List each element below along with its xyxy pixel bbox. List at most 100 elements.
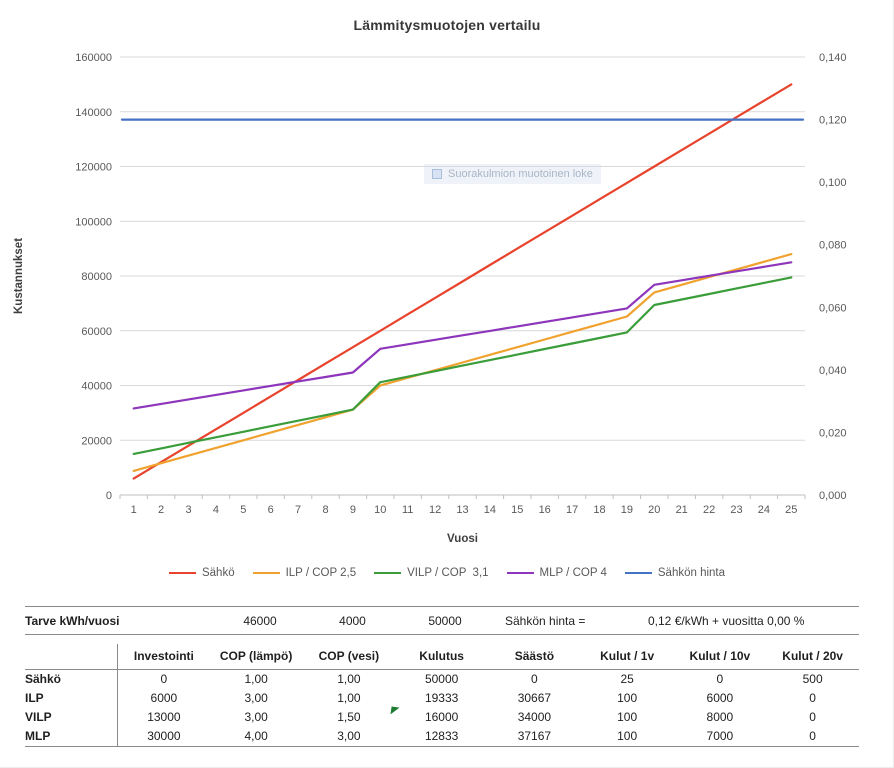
cell[interactable]: 1,00 xyxy=(244,672,268,686)
cell[interactable]: 6000 xyxy=(706,691,734,705)
cell[interactable]: 100 xyxy=(617,729,638,743)
cell[interactable]: 1,00 xyxy=(337,691,361,705)
cell[interactable]: 0 xyxy=(809,729,816,743)
price-value[interactable]: 0,12 €/kWh + vuositta 0,00 % xyxy=(648,613,805,628)
legend-swatch xyxy=(374,572,402,574)
line-chart[interactable]: 0 20000 40000 60000 80000 100000 120000 140000 1… xyxy=(0,0,894,600)
data-table: Investointi COP (lämpö) COP (vesi) Kulutus S… xyxy=(25,644,859,747)
column-header[interactable]: Kulut / 20v xyxy=(782,649,843,663)
cell[interactable]: 12833 xyxy=(424,729,459,743)
secondary-axis-tick-label: 0,120 xyxy=(819,115,847,127)
cell[interactable]: 25 xyxy=(620,672,634,686)
cell[interactable]: 0 xyxy=(809,710,816,724)
y-axis-tick-label: 0 xyxy=(106,490,112,502)
cell[interactable]: 1,50 xyxy=(337,710,361,724)
x-axis-tick-label: 17 xyxy=(566,504,578,516)
cell[interactable]: 1,00 xyxy=(337,672,361,686)
cell[interactable]: 34000 xyxy=(517,710,552,724)
y-axis-tick-label: 160000 xyxy=(75,52,112,64)
price-label[interactable]: Sähkön hinta = xyxy=(505,613,586,628)
cell[interactable]: 3,00 xyxy=(244,691,268,705)
cell[interactable]: 16000 xyxy=(424,710,459,724)
column-header[interactable]: Kulut / 10v xyxy=(689,649,751,663)
y-axis-tick-label: 100000 xyxy=(75,216,112,228)
series-line-2[interactable] xyxy=(132,253,793,472)
cell[interactable]: 37167 xyxy=(517,729,552,743)
cell[interactable]: 3,00 xyxy=(337,729,361,743)
x-axis-tick-label: 5 xyxy=(240,504,246,516)
cell[interactable]: 7000 xyxy=(706,729,734,743)
secondary-axis-tick-label: 0,000 xyxy=(819,490,847,502)
row-label[interactable]: Sähkö xyxy=(25,672,62,686)
cell[interactable]: 30667 xyxy=(517,691,552,705)
cell[interactable]: 0 xyxy=(117,670,210,689)
cell[interactable]: 30000 xyxy=(117,727,210,746)
column-header[interactable]: Kulutus xyxy=(419,649,464,663)
legend-item-1[interactable]: Sähkö xyxy=(168,567,235,579)
y-axis-tick-label: 80000 xyxy=(81,271,112,283)
column-header[interactable]: Investointi xyxy=(117,644,210,669)
y-axis-tick-label: 120000 xyxy=(75,162,112,174)
cell[interactable]: 100 xyxy=(617,691,638,705)
x-axis-tick-label: 22 xyxy=(703,504,715,516)
y-axis-tick-label: 20000 xyxy=(81,435,112,447)
x-axis-tick-label: 7 xyxy=(295,504,301,516)
cell[interactable]: 0 xyxy=(716,672,724,686)
series-line-3[interactable] xyxy=(132,276,793,455)
legend-item-2[interactable]: ILP / COP 2,5 xyxy=(252,567,356,579)
y-axis-tick-label: 40000 xyxy=(81,381,112,393)
legend-label: MLP / COP 4 xyxy=(539,567,607,579)
secondary-axis-tick-label: 0,060 xyxy=(819,302,847,314)
cell[interactable]: 8000 xyxy=(706,710,734,724)
table-header-row: Investointi COP (lämpö) COP (vesi) Kulutus S… xyxy=(25,644,859,670)
row-label[interactable]: VILP xyxy=(25,710,52,724)
secondary-axis-tick-label: 0,040 xyxy=(819,365,847,377)
summary-label[interactable]: Tarve kWh/vuosi xyxy=(25,613,120,628)
legend-swatch xyxy=(168,572,196,574)
cell[interactable]: 4,00 xyxy=(244,729,268,743)
cell[interactable]: 0 xyxy=(531,672,538,686)
cell[interactable]: 0 xyxy=(809,691,816,705)
summary-value-total[interactable]: 50000 xyxy=(428,613,462,628)
table-row: ILP 6000 3,00 1,00 19333 30667 100 6000 0 xyxy=(25,689,859,708)
chart-area[interactable]: 0 20000 40000 60000 80000 100000 120000 140000 1… xyxy=(0,0,894,600)
legend-item-3[interactable]: VILP / COP 3,1 xyxy=(374,567,489,579)
legend-item-4[interactable]: MLP / COP 4 xyxy=(506,567,607,579)
secondary-axis-tick-label: 0,140 xyxy=(819,52,847,64)
cell[interactable]: 3,00 xyxy=(244,710,268,724)
chart-title: Lämmitysmuotojen vertailu xyxy=(353,17,541,33)
x-axis-tick-label: 19 xyxy=(621,504,633,516)
legend-label: Sähkön hinta xyxy=(657,567,726,579)
y-axis-tick-label: 60000 xyxy=(81,326,112,338)
secondary-axis-tick-label: 0,100 xyxy=(819,177,847,189)
legend-item-5[interactable]: Sähkön hinta xyxy=(624,567,726,579)
series-line-1[interactable] xyxy=(132,83,793,480)
column-header[interactable]: COP (vesi) xyxy=(318,649,380,663)
x-axis-tick-label: 24 xyxy=(758,504,770,516)
x-axis-tick-label: 9 xyxy=(350,504,356,516)
x-axis-tick-label: 3 xyxy=(185,504,191,516)
column-header[interactable]: Kulut / 1v xyxy=(600,649,655,663)
legend-label: VILP / COP 3,1 xyxy=(407,567,489,579)
legend-label: Sähkö xyxy=(201,567,235,579)
cell[interactable]: 6000 xyxy=(117,689,210,708)
selection-tooltip: Suorakulmion muotoinen loke xyxy=(424,164,601,184)
row-label[interactable]: MLP xyxy=(25,729,51,743)
cell[interactable]: 100 xyxy=(617,710,638,724)
x-axis-tick-label: 15 xyxy=(511,504,523,516)
series-line-4[interactable] xyxy=(132,261,793,410)
x-axis-tick-label: 14 xyxy=(484,504,496,516)
cell[interactable]: 50000 xyxy=(424,672,459,686)
cell[interactable]: 500 xyxy=(802,672,823,686)
x-axis-title: Vuosi xyxy=(447,533,478,545)
cell[interactable]: 19333 xyxy=(424,691,459,705)
chart-legend: Sähkö ILP / COP 2,5 VILP / COP 3,1 MLP / CO… xyxy=(0,567,894,579)
row-label[interactable]: ILP xyxy=(25,691,44,705)
table-row: Sähkö 0 1,00 1,00 50000 0 25 0 500 xyxy=(25,670,859,689)
cell[interactable]: 13000 xyxy=(117,708,210,727)
column-header[interactable]: COP (lämpö) xyxy=(219,649,293,663)
summary-value-heat[interactable]: 46000 xyxy=(243,613,277,628)
column-header[interactable]: Säästö xyxy=(514,649,555,663)
x-axis-tick-label: 25 xyxy=(785,504,797,516)
summary-value-water[interactable]: 4000 xyxy=(339,613,366,628)
